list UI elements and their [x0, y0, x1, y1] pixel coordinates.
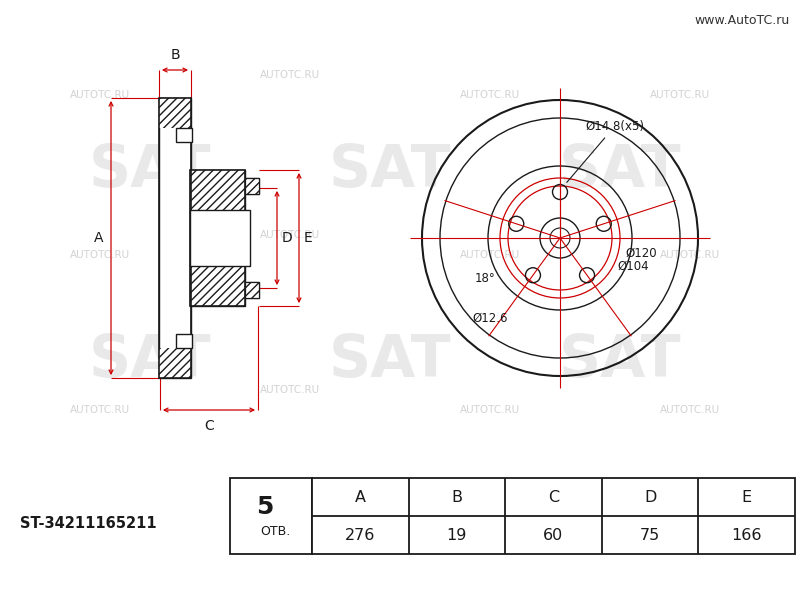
Bar	[312, 478, 795, 554]
Bar	[190, 170, 245, 306]
Bar	[245, 178, 259, 194]
Bar	[245, 282, 259, 298]
Text: AUTOTC.RU: AUTOTC.RU	[70, 405, 130, 415]
Text: AUTOTC.RU: AUTOTC.RU	[460, 405, 520, 415]
Text: 60: 60	[543, 527, 564, 542]
Text: D: D	[282, 231, 293, 245]
Text: E: E	[742, 490, 752, 505]
Text: AUTOTC.RU: AUTOTC.RU	[660, 405, 720, 415]
Text: SAT: SAT	[329, 142, 451, 199]
Text: SAT: SAT	[558, 142, 682, 199]
Bar	[159, 348, 191, 378]
Text: 166: 166	[731, 527, 762, 542]
Bar	[190, 170, 245, 306]
Bar	[245, 178, 259, 194]
Bar	[245, 282, 259, 298]
Text: Ø120: Ø120	[625, 247, 657, 259]
Bar	[159, 98, 191, 128]
Text: AUTOTC.RU: AUTOTC.RU	[660, 250, 720, 260]
Text: AUTOTC.RU: AUTOTC.RU	[460, 250, 520, 260]
Text: AUTOTC.RU: AUTOTC.RU	[260, 230, 320, 240]
Text: 18°: 18°	[475, 271, 496, 284]
Text: SAT: SAT	[89, 142, 211, 199]
Text: Ø104: Ø104	[617, 259, 649, 272]
Text: AUTOTC.RU: AUTOTC.RU	[260, 70, 320, 80]
Bar	[245, 282, 259, 298]
Text: ST-34211165211: ST-34211165211	[20, 516, 157, 531]
Text: AUTOTC.RU: AUTOTC.RU	[70, 90, 130, 100]
Text: AUTOTC.RU: AUTOTC.RU	[460, 90, 520, 100]
Text: SAT: SAT	[89, 331, 211, 389]
Text: 276: 276	[345, 527, 375, 542]
Text: AUTOTC.RU: AUTOTC.RU	[260, 385, 320, 395]
Bar	[230, 478, 312, 554]
Text: Ø14.8(x5): Ø14.8(x5)	[567, 120, 644, 182]
Text: Ø12.6: Ø12.6	[472, 311, 507, 325]
Bar	[159, 98, 191, 378]
Text: B: B	[451, 490, 462, 505]
Text: C: C	[548, 490, 559, 505]
Text: AUTOTC.RU: AUTOTC.RU	[650, 90, 710, 100]
Text: www.AutoTC.ru: www.AutoTC.ru	[694, 14, 790, 27]
Bar	[176, 128, 192, 142]
Text: D: D	[644, 490, 656, 505]
Text: A: A	[94, 231, 103, 245]
Text: A: A	[355, 490, 366, 505]
Text: B: B	[170, 48, 180, 62]
Text: 19: 19	[446, 527, 467, 542]
Bar	[245, 178, 259, 194]
Bar	[190, 210, 250, 266]
Bar	[190, 170, 245, 306]
Text: ОТВ.: ОТВ.	[260, 524, 290, 538]
Text: E: E	[304, 231, 313, 245]
Bar	[159, 98, 191, 378]
Text: 75: 75	[640, 527, 660, 542]
Text: SAT: SAT	[558, 331, 682, 389]
Text: SAT: SAT	[329, 331, 451, 389]
Text: C: C	[204, 419, 214, 433]
Text: AUTOTC.RU: AUTOTC.RU	[70, 250, 130, 260]
Text: 5: 5	[256, 495, 274, 519]
Bar	[176, 334, 192, 348]
